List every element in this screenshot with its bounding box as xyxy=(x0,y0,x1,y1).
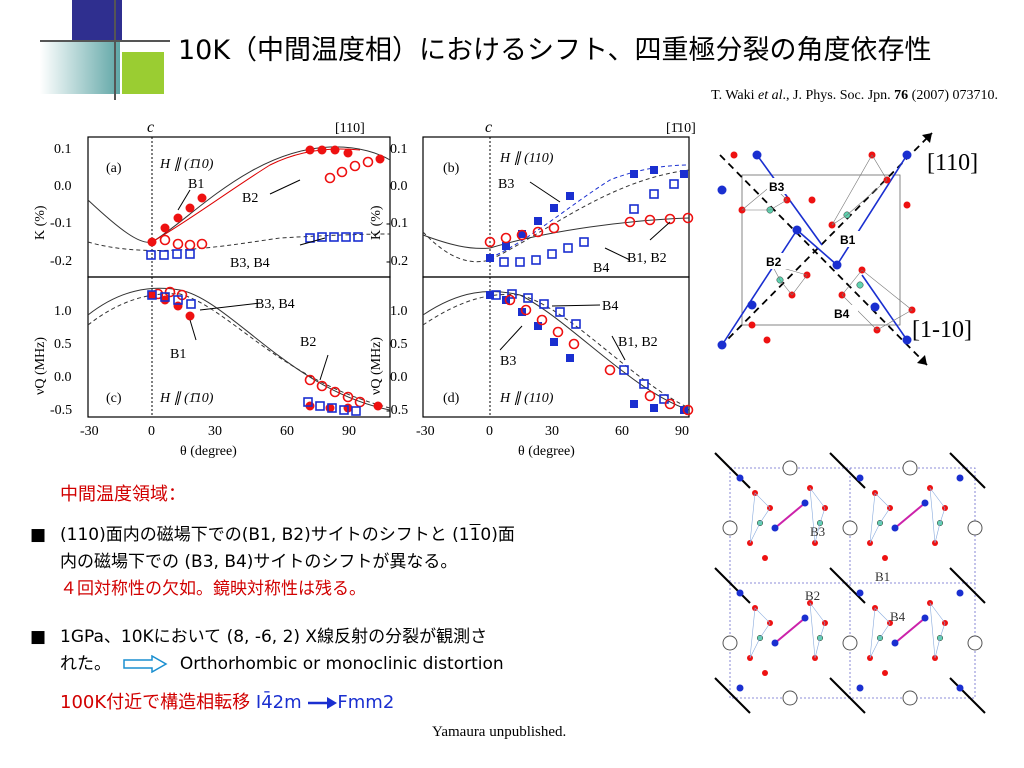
structure-bottom-site-b4: B4 xyxy=(890,609,906,624)
structure-bottom-site-b1: B1 xyxy=(875,569,890,584)
panel-b-ann-b12: B1, B2 xyxy=(627,251,667,266)
phase-transition-line: 100K付近で構造相転移 I4̄2m Fmm2 xyxy=(60,692,395,713)
bullet-1-line-1: (110)面内の磁場下での(B1, B2)サイトのシフトと (110)面 xyxy=(60,525,515,545)
bullet-1-line-3: ４回対称性の欠如。鏡映対称性は残る。 xyxy=(60,579,366,599)
tick-kb-0: 0.1 xyxy=(390,142,408,157)
xlabel-left: θ (degree) xyxy=(180,444,237,459)
tick-nud-0: 1.0 xyxy=(390,304,408,319)
panel-a-top-left: c xyxy=(147,119,154,136)
crystal-structure-bottom: B3 B1 B2 B4 xyxy=(714,452,986,714)
tick-xr-0: -30 xyxy=(416,424,435,439)
citation: T. Waki et al., J. Phys. Soc. Jpn. 76 (2… xyxy=(711,88,998,103)
tick-k-3: -0.2 xyxy=(50,254,72,269)
panel-c-label: (c) xyxy=(106,391,122,406)
panel-d-label: (d) xyxy=(443,391,460,406)
panel-b-top-right: [1̄10] xyxy=(666,121,696,136)
axis-label-110: [110] xyxy=(927,150,978,176)
space-group-from: I4̄2m xyxy=(255,692,302,713)
panel-d-ann-b4: B4 xyxy=(602,299,618,314)
panel-c-ann-b34: B3, B4 xyxy=(255,297,295,312)
panel-c-ann-b2: B2 xyxy=(300,335,316,350)
panel-d-ylabel: νQ (MHz) xyxy=(369,337,384,395)
bullet-1-mark: ■ xyxy=(30,525,47,545)
panel-a-field: H ∥ (1̄10) xyxy=(159,157,214,172)
crystal-structure-top: B3 B1 B2 B4 [110] [1-10] xyxy=(717,132,978,366)
tick-nud-1: 0.5 xyxy=(390,337,408,352)
tick-k-1: 0.0 xyxy=(54,179,72,194)
structure-top-site-b1: B1 xyxy=(840,233,856,247)
panel-b-ann-b3: B3 xyxy=(498,177,514,192)
tick-x-3: 60 xyxy=(280,424,294,439)
panel-a-top-right: [110] xyxy=(335,121,365,136)
tick-nu-2: 0.0 xyxy=(54,370,72,385)
panel-d-ann-b3: B3 xyxy=(500,354,516,369)
panel-b-ann-b4: B4 xyxy=(593,261,609,276)
structure-bottom-site-b3: B3 xyxy=(810,524,825,539)
bullet-2-line-1: 1GPa、10Kにおいて (8, -6, 2) X線反射の分裂が観測さ xyxy=(60,627,488,647)
arrow-right-icon xyxy=(308,697,338,709)
decor-vline xyxy=(114,0,116,100)
structure-bottom-site-b2: B2 xyxy=(805,588,820,603)
panel-b-ylabel: K (%) xyxy=(369,205,384,240)
page-title: 10K（中間温度相）におけるシフト、四重極分裂の角度依存性 xyxy=(178,35,932,66)
tick-xr-1: 0 xyxy=(486,424,493,439)
tick-xr-3: 60 xyxy=(615,424,629,439)
bullet-1-line-2: 内の磁場下での (B3, B4)サイトのシフトが異なる。 xyxy=(60,552,458,572)
tick-x-2: 30 xyxy=(208,424,222,439)
tick-x-4: 90 xyxy=(342,424,356,439)
panel-a-ann-b2: B2 xyxy=(242,191,258,206)
tick-nud-3: -0.5 xyxy=(386,403,408,418)
panel-b-field: H ∥ (110) xyxy=(499,151,554,166)
panel-a-ann-b34: B3, B4 xyxy=(230,256,270,271)
tick-x-0: -30 xyxy=(80,424,99,439)
panel-a-ann-b1: B1 xyxy=(188,177,204,192)
tick-xr-4: 90 xyxy=(675,424,689,439)
panel-c-frame xyxy=(87,276,391,418)
bullet-2-mark: ■ xyxy=(30,627,47,647)
panel-c-field: H ∥ (1̄10) xyxy=(159,391,214,406)
panel-d-ann-b12: B1, B2 xyxy=(618,335,658,350)
tick-k-0: 0.1 xyxy=(54,142,72,157)
bullet-2-line-2: れた。 Orthorhombic or monoclinic distortio… xyxy=(60,654,504,674)
implies-arrow-icon xyxy=(123,654,168,674)
tick-nu-1: 0.5 xyxy=(54,337,72,352)
panel-b-top-left: c xyxy=(485,119,492,136)
decor-teal-block xyxy=(40,42,120,94)
panel-a-ylabel: K (%) xyxy=(33,205,48,240)
axis-label-1-10: [1-10] xyxy=(912,317,972,343)
decor-hline xyxy=(40,40,170,42)
tick-kb-3: -0.2 xyxy=(386,254,408,269)
panel-d-frame xyxy=(422,276,690,418)
panel-b-label: (b) xyxy=(443,161,460,176)
panel-d-field: H ∥ (110) xyxy=(499,391,554,406)
panel-a-label: (a) xyxy=(106,161,122,176)
panel-c-ann-b1: B1 xyxy=(170,347,186,362)
tick-xr-2: 30 xyxy=(545,424,559,439)
tick-kb-2: -0.1 xyxy=(386,216,408,231)
panel-c-ylabel: νQ (MHz) xyxy=(33,337,48,395)
tick-k-2: -0.1 xyxy=(50,216,72,231)
section-label: 中間温度領域： xyxy=(60,484,186,505)
nmr-figure: (a) c [110] H ∥ (1̄10) K (%) B1 B2 B3, B… xyxy=(33,119,696,459)
xlabel-right: θ (degree) xyxy=(518,444,575,459)
space-group-to: Fmm2 xyxy=(337,692,395,713)
tick-kb-1: 0.0 xyxy=(390,179,408,194)
structure-top-site-b2: B2 xyxy=(766,255,782,269)
tick-nud-2: 0.0 xyxy=(390,370,408,385)
decor-navy-square xyxy=(72,0,122,40)
tick-x-1: 0 xyxy=(148,424,155,439)
decor-green-square xyxy=(122,52,164,94)
attribution: Yamaura unpublished. xyxy=(432,724,567,740)
tick-nu-0: 1.0 xyxy=(54,304,72,319)
structure-top-site-b4: B4 xyxy=(834,307,850,321)
tick-nu-3: -0.5 xyxy=(50,403,72,418)
structure-top-site-b3: B3 xyxy=(769,180,785,194)
